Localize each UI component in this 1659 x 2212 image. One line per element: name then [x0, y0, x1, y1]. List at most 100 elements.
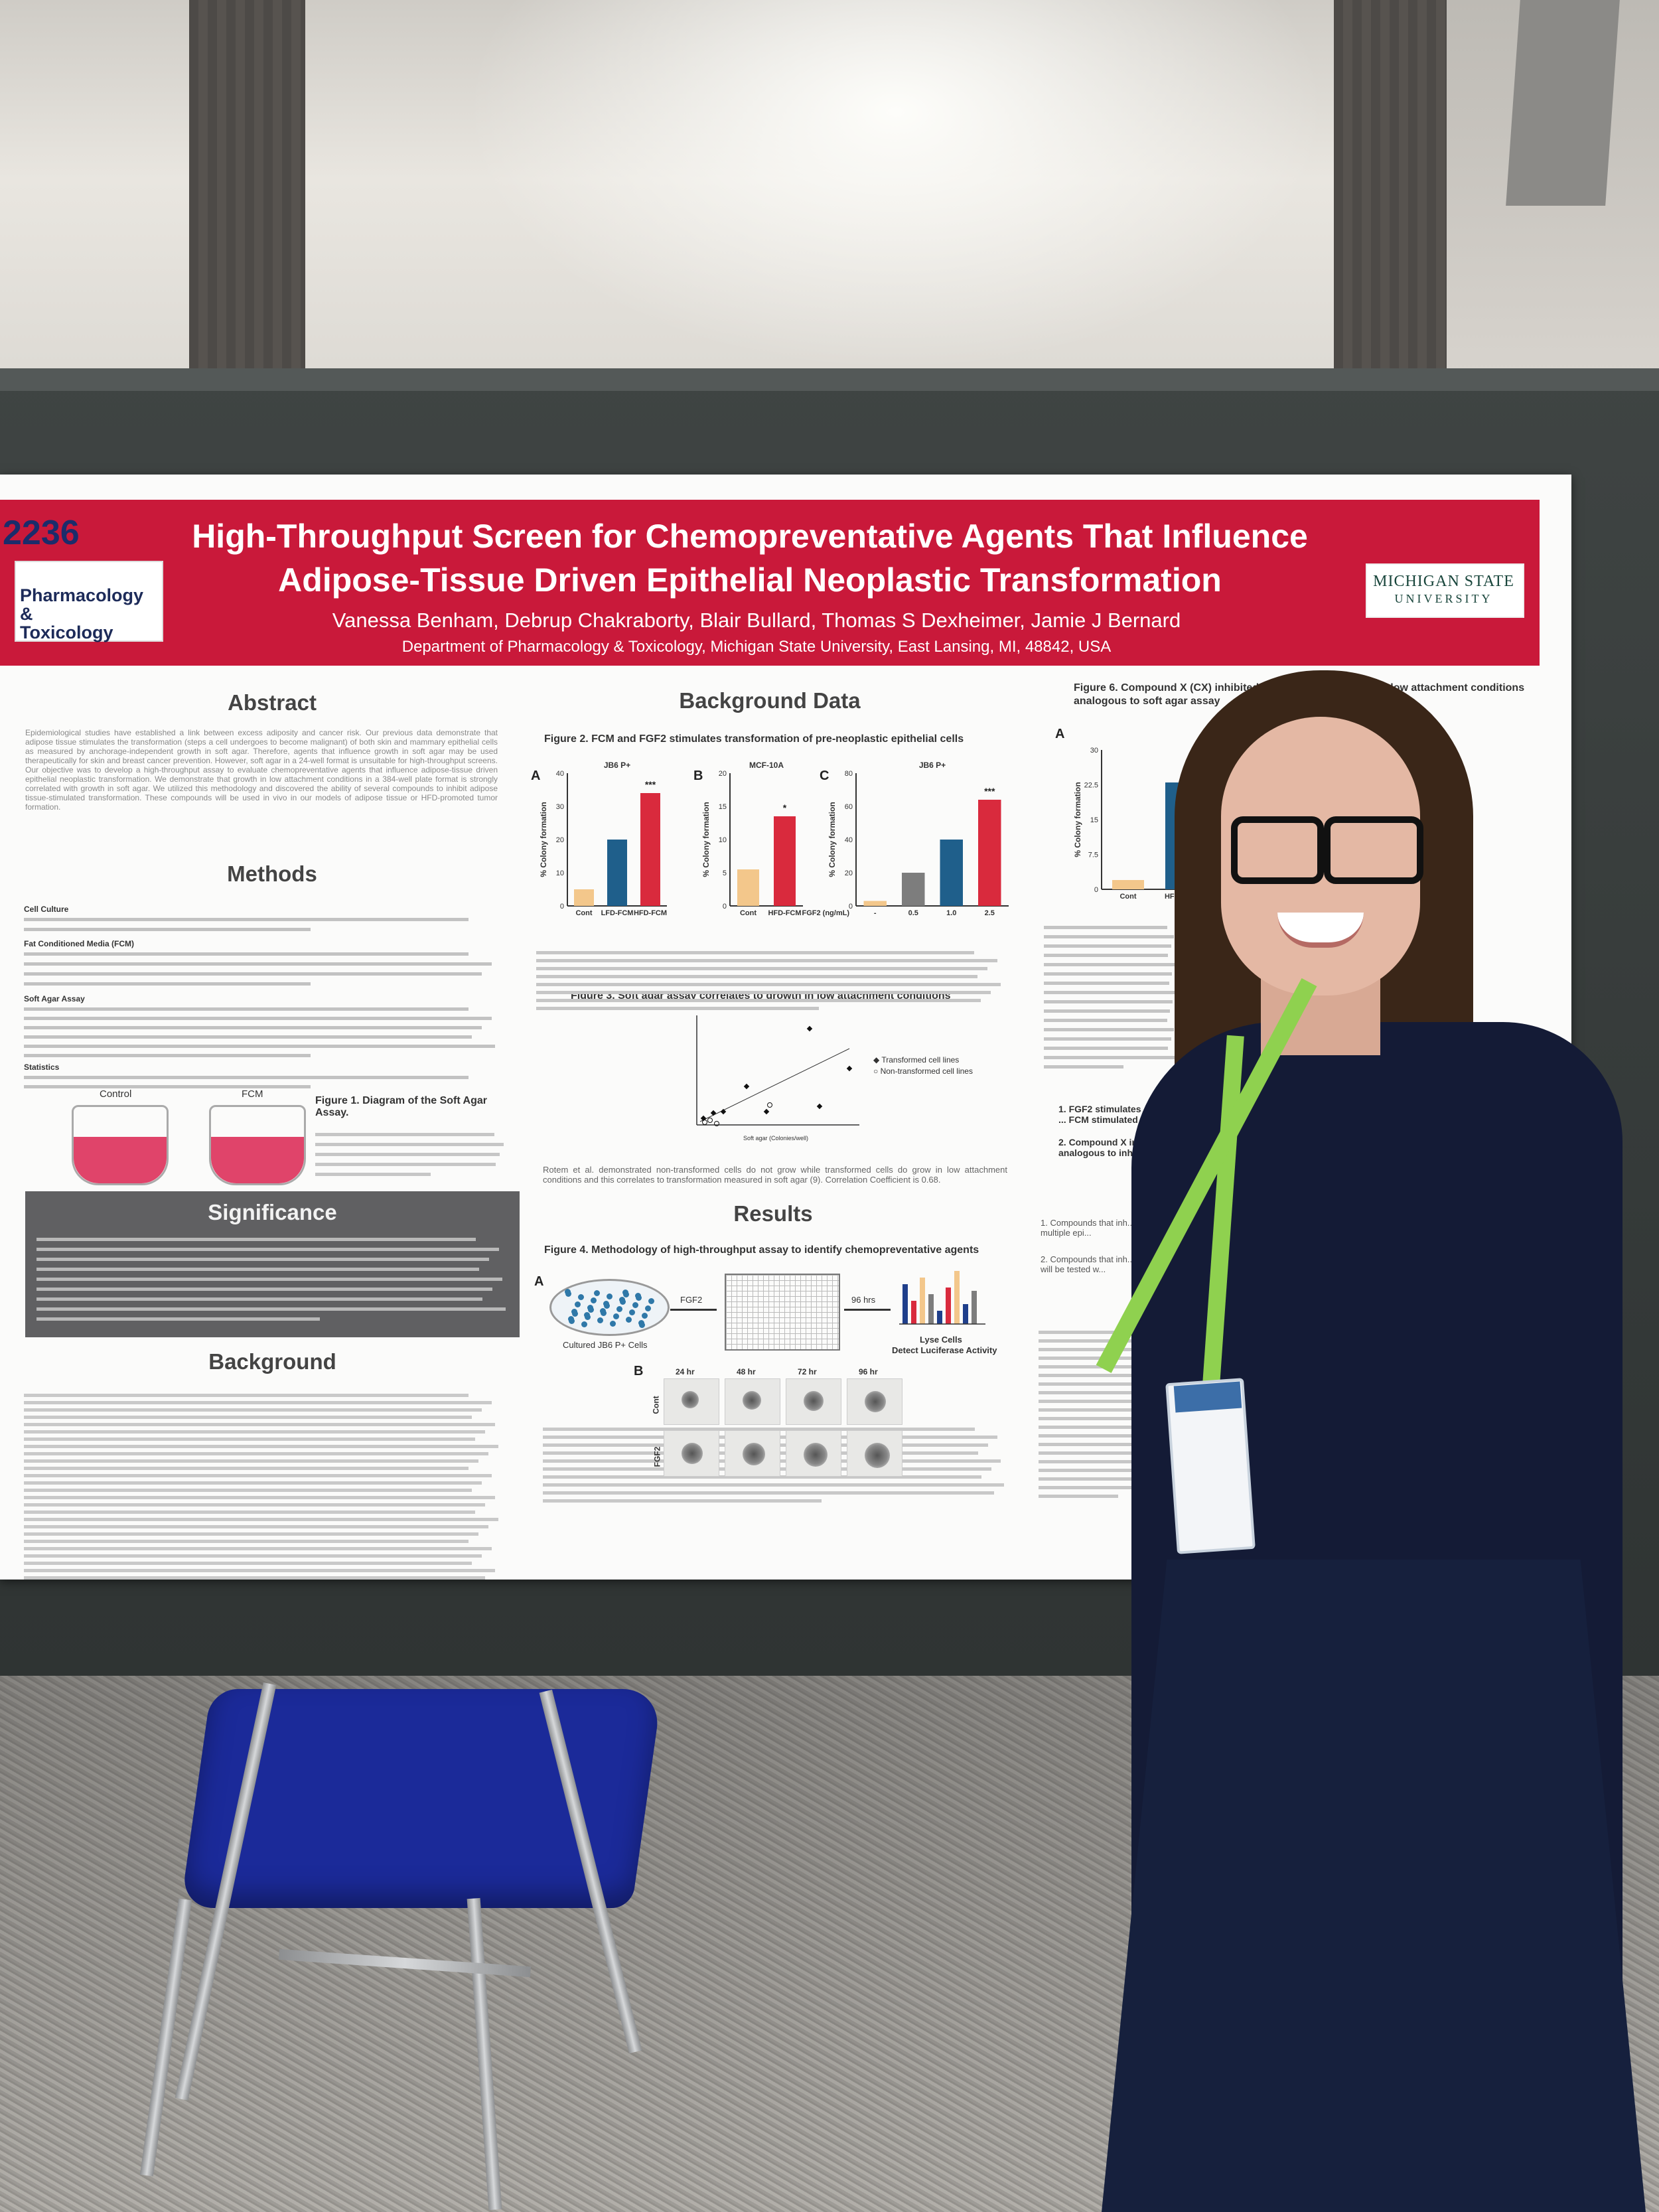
background-line [24, 1576, 485, 1580]
background-heading: Background [208, 1349, 336, 1374]
x-axis-label: FGF2 (ng/mL) [802, 909, 850, 917]
background-line [24, 1511, 475, 1514]
cell-dot [572, 1311, 578, 1317]
methods-soft-agar-head: Soft Agar Assay [24, 994, 85, 1003]
cell-dot [648, 1298, 654, 1304]
transformed-point [816, 1103, 823, 1110]
methods-line [24, 1017, 492, 1020]
references-line [1039, 1477, 1171, 1481]
fig4-line [543, 1428, 975, 1431]
y-tick-label: 80 [845, 770, 853, 778]
y-tick-label: 0 [849, 903, 853, 911]
background-data-heading: Background Data [679, 688, 861, 713]
significance-line [36, 1238, 476, 1241]
methods-cell-culture: Cell Culture [24, 905, 502, 914]
cell-dot [565, 1291, 571, 1297]
fig6-line [1044, 972, 1172, 976]
significance-line [36, 1258, 490, 1261]
bar [863, 901, 887, 906]
y-tick-label: 20 [845, 869, 853, 877]
methods-line [24, 1026, 482, 1029]
fig2-line [536, 1007, 819, 1010]
references-line [1039, 1469, 1164, 1472]
y-tick-label: 5 [723, 869, 727, 877]
significance-line [36, 1248, 500, 1251]
fig6-line [1044, 1065, 1123, 1069]
cell-dot [639, 1322, 645, 1328]
background-line [24, 1445, 498, 1448]
colony-spheroid [743, 1443, 765, 1465]
colony-spheroid [865, 1443, 890, 1468]
references-line [1039, 1426, 1169, 1429]
fig1-fcm-label: FCM [242, 1088, 263, 1100]
fig6-line [1044, 1019, 1167, 1022]
fcm-dish-agar [211, 1137, 304, 1183]
fig4-line [543, 1499, 822, 1503]
x-tick-label: HFD-FCM [634, 909, 667, 917]
background-line [24, 1489, 472, 1492]
references-line [1039, 1495, 1118, 1498]
fig2-line [536, 999, 981, 1002]
fig2-line [536, 975, 978, 978]
references-line [1039, 1331, 1162, 1334]
fig1-line [315, 1163, 496, 1166]
name-badge-header [1173, 1381, 1242, 1413]
bar [1112, 880, 1144, 889]
chart-title: MCF-10A [749, 761, 784, 770]
poster-title: High-Throughput Screen for Chemopreventa… [153, 514, 1347, 602]
colony-image [847, 1430, 902, 1477]
y-axis-label: % Colony formation [828, 802, 837, 877]
background-line [24, 1474, 492, 1477]
y-tick-label: 40 [845, 836, 853, 844]
poster-header [0, 500, 1540, 666]
significance-line [36, 1278, 503, 1281]
methods-line [24, 962, 492, 966]
methods-line [24, 1045, 495, 1048]
x-tick-label: Cont [1119, 893, 1136, 901]
colony-image [664, 1378, 719, 1425]
fig4-detect-label: Detect Luciferase Activity [892, 1345, 997, 1355]
y-tick-label: 10 [556, 869, 564, 877]
abstract-heading: Abstract [228, 690, 317, 715]
colony-spheroid [743, 1391, 761, 1410]
poster-board-edge [0, 368, 1659, 391]
luciferase-bar [963, 1304, 968, 1324]
colony-image [725, 1430, 780, 1477]
background-line [24, 1481, 482, 1485]
background-line [24, 1503, 485, 1507]
background-line [24, 1423, 495, 1426]
fig3-legend-nontransformed: ○ Non-transformed cell lines [873, 1067, 973, 1076]
fig6-line [1044, 944, 1171, 948]
background-line [24, 1554, 482, 1558]
significance-heading: Significance [208, 1200, 337, 1224]
panel-label: B [693, 769, 703, 783]
colony-spheroid [804, 1391, 824, 1411]
bar [640, 793, 660, 906]
background-line [24, 1401, 492, 1404]
y-axis-label: % Colony formation [701, 802, 711, 877]
fig3-scatter [696, 1015, 859, 1126]
bar [902, 873, 925, 906]
colony-image [725, 1378, 780, 1425]
chart-title: JB6 P+ [604, 761, 630, 770]
fig4-96hrs-label: 96 hrs [851, 1295, 876, 1305]
cell-dot [604, 1303, 610, 1309]
methods-line [24, 1076, 469, 1079]
fig6-line [1044, 991, 1176, 994]
y-tick-label: 22.5 [1084, 782, 1098, 790]
fig2-line [536, 991, 991, 994]
transformed-point [846, 1065, 853, 1072]
poster-title-line-2: Adipose-Tissue Driven Epithelial Neoplas… [278, 561, 1222, 599]
glasses-left-lens [1231, 816, 1324, 884]
chart-title: JB6 P+ [919, 761, 946, 770]
fig3-legend-nontransformed-text: Non-transformed cell lines [880, 1067, 973, 1076]
significance-box [25, 1191, 520, 1337]
fig4-fgf2-label: FGF2 [680, 1295, 703, 1305]
msu-logo-line-2: UNIVERSITY [1394, 592, 1493, 605]
fcm-dish [209, 1105, 306, 1185]
department-logo-text: Pharmacology & Toxicology [20, 585, 144, 642]
fig4-line [543, 1475, 981, 1479]
y-tick-label: 15 [1090, 816, 1098, 824]
fig1-line [315, 1143, 504, 1146]
y-tick-label: 7.5 [1088, 851, 1098, 859]
